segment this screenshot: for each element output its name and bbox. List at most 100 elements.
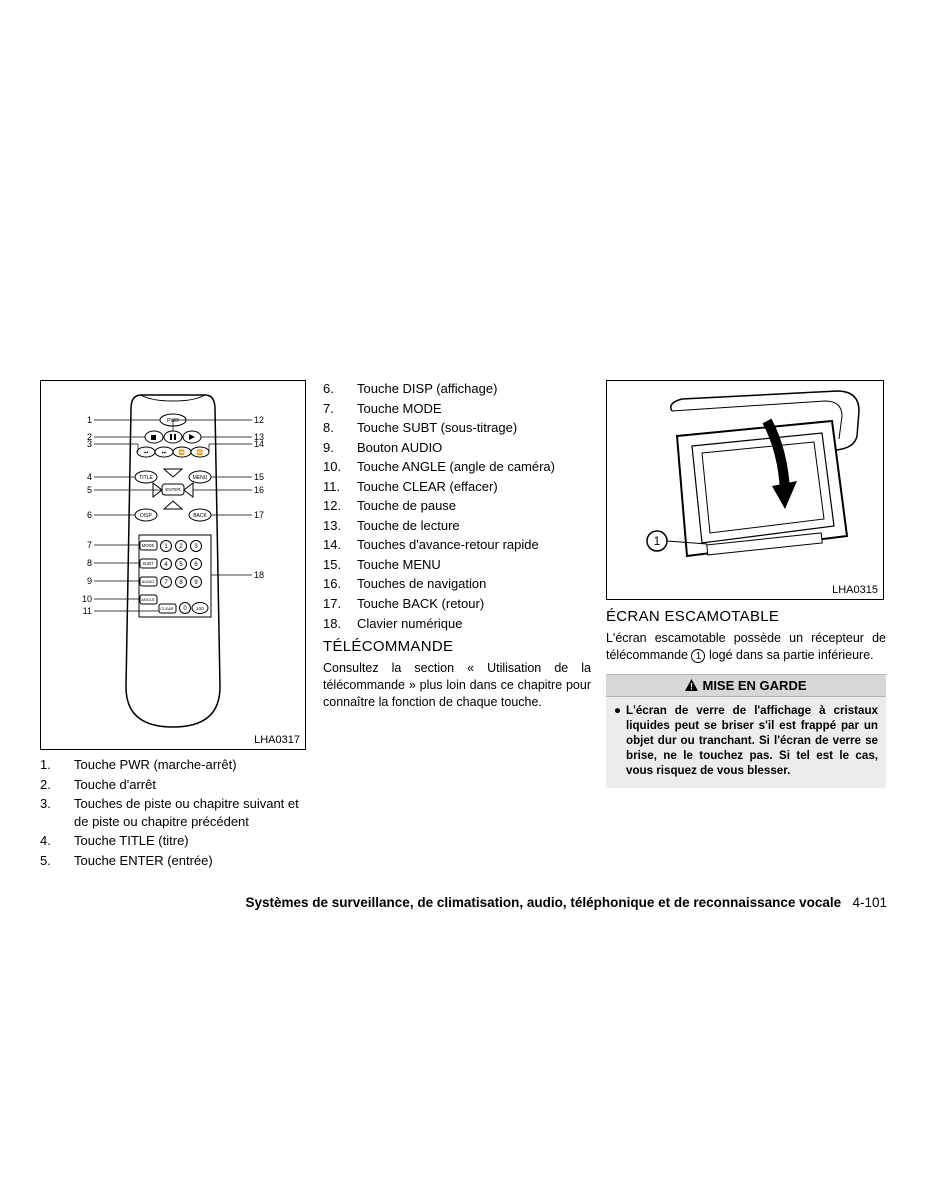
list-item: 14.Touches d'avance-retour rapide bbox=[323, 536, 591, 554]
list-text: Touche ANGLE (angle de caméra) bbox=[357, 458, 591, 476]
list-number: 6. bbox=[323, 380, 357, 398]
svg-text:1: 1 bbox=[87, 415, 92, 425]
list-number: 17. bbox=[323, 595, 357, 613]
svg-text:⏭: ⏭ bbox=[162, 450, 167, 456]
svg-text:SUBT: SUBT bbox=[142, 561, 154, 566]
list-number: 11. bbox=[323, 478, 357, 496]
list-item: 4.Touche TITLE (titre) bbox=[40, 832, 308, 850]
svg-text:⏩: ⏩ bbox=[197, 449, 203, 456]
page-footer: Systèmes de surveillance, de climatisati… bbox=[40, 895, 887, 910]
svg-text:0: 0 bbox=[183, 606, 187, 612]
circled-1-icon: 1 bbox=[691, 649, 705, 663]
svg-text:!: ! bbox=[690, 682, 693, 692]
list-item: 11.Touche CLEAR (effacer) bbox=[323, 478, 591, 496]
svg-text:16: 16 bbox=[254, 485, 264, 495]
list-text: Touches d'avance-retour rapide bbox=[357, 536, 591, 554]
list-number: 15. bbox=[323, 556, 357, 574]
list-item: 1.Touche PWR (marche-arrêt) bbox=[40, 756, 308, 774]
svg-text:2: 2 bbox=[179, 544, 183, 550]
list-item: 7.Touche MODE bbox=[323, 400, 591, 418]
list-item: 16.Touches de navigation bbox=[323, 575, 591, 593]
svg-text:5: 5 bbox=[179, 562, 183, 568]
svg-text:MODE: MODE bbox=[142, 543, 155, 548]
list-text: Touches de navigation bbox=[357, 575, 591, 593]
list-number: 7. bbox=[323, 400, 357, 418]
list-text: Touche d'arrêt bbox=[74, 776, 308, 794]
list-text: Touches de piste ou chapitre suivant et … bbox=[74, 795, 308, 830]
footer-section: Systèmes de surveillance, de climatisati… bbox=[245, 895, 841, 910]
svg-text:4: 4 bbox=[87, 472, 92, 482]
list-number: 14. bbox=[323, 536, 357, 554]
svg-text:DISP: DISP bbox=[140, 513, 152, 519]
list-text: Touche de pause bbox=[357, 497, 591, 515]
svg-text:⏪: ⏪ bbox=[179, 449, 185, 456]
svg-text:MENU: MENU bbox=[193, 475, 208, 481]
list-item: 9.Bouton AUDIO bbox=[323, 439, 591, 457]
list-item: 10.Touche ANGLE (angle de caméra) bbox=[323, 458, 591, 476]
figure-code-2: LHA0315 bbox=[832, 584, 878, 596]
list-text: Touche DISP (affichage) bbox=[357, 380, 591, 398]
svg-text:3: 3 bbox=[194, 544, 198, 550]
svg-text:3: 3 bbox=[87, 439, 92, 449]
svg-text:1: 1 bbox=[654, 534, 661, 548]
svg-text:≥10: ≥10 bbox=[196, 606, 204, 611]
svg-text:AUDIO: AUDIO bbox=[142, 579, 155, 584]
list-number: 1. bbox=[40, 756, 74, 774]
list-item: 3.Touches de piste ou chapitre suivant e… bbox=[40, 795, 308, 830]
list-number: 3. bbox=[40, 795, 74, 830]
svg-text:TITLE: TITLE bbox=[139, 475, 153, 481]
list-number: 4. bbox=[40, 832, 74, 850]
heading-ecran: ÉCRAN ESCAMOTABLE bbox=[606, 608, 886, 625]
svg-text:7: 7 bbox=[164, 580, 168, 586]
svg-text:4: 4 bbox=[164, 562, 168, 568]
svg-text:1: 1 bbox=[164, 544, 168, 550]
warning-icon: ! bbox=[685, 679, 698, 691]
svg-text:9: 9 bbox=[194, 580, 198, 586]
list-text: Touche TITLE (titre) bbox=[74, 832, 308, 850]
column-3: 1 LHA0315 ÉCRAN ESCAMOTABLE L'écran esca… bbox=[606, 380, 886, 871]
list-text: Touche MODE bbox=[357, 400, 591, 418]
footer-page: 4-101 bbox=[852, 895, 887, 910]
svg-text:8: 8 bbox=[87, 558, 92, 568]
para-ecran: L'écran escamotable possède un récepteur… bbox=[606, 630, 886, 664]
list-text: Touche BACK (retour) bbox=[357, 595, 591, 613]
list-item: 13.Touche de lecture bbox=[323, 517, 591, 535]
list-item: 15.Touche MENU bbox=[323, 556, 591, 574]
list-text: Touche ENTER (entrée) bbox=[74, 852, 308, 870]
svg-text:10: 10 bbox=[82, 594, 92, 604]
column-1: PWR ⏮ ⏭ ⏪ ⏩ bbox=[40, 380, 308, 871]
list-item: 17.Touche BACK (retour) bbox=[323, 595, 591, 613]
svg-text:6: 6 bbox=[87, 510, 92, 520]
figure-code-1: LHA0317 bbox=[254, 734, 300, 746]
heading-telecommande: TÉLÉCOMMANDE bbox=[323, 638, 591, 655]
list-text: Touche MENU bbox=[357, 556, 591, 574]
list-number: 16. bbox=[323, 575, 357, 593]
list-col2: 6.Touche DISP (affichage)7.Touche MODE8.… bbox=[323, 380, 591, 632]
svg-text:7: 7 bbox=[87, 540, 92, 550]
screen-diagram: 1 bbox=[607, 381, 883, 591]
bullet-icon: ● bbox=[614, 703, 626, 778]
list-number: 18. bbox=[323, 615, 357, 633]
warning-body: ● L'écran de verre de l'affichage à cris… bbox=[606, 697, 886, 788]
warning-header: ! MISE EN GARDE bbox=[606, 674, 886, 697]
list-number: 2. bbox=[40, 776, 74, 794]
list-text: Bouton AUDIO bbox=[357, 439, 591, 457]
svg-text:12: 12 bbox=[254, 415, 264, 425]
svg-text:17: 17 bbox=[254, 510, 264, 520]
list-text: Clavier numérique bbox=[357, 615, 591, 633]
list-number: 10. bbox=[323, 458, 357, 476]
remote-diagram: PWR ⏮ ⏭ ⏪ ⏩ bbox=[46, 387, 300, 737]
svg-text:15: 15 bbox=[254, 472, 264, 482]
column-2: 6.Touche DISP (affichage)7.Touche MODE8.… bbox=[323, 380, 591, 871]
list-text: Touche de lecture bbox=[357, 517, 591, 535]
figure-screen: 1 LHA0315 bbox=[606, 380, 884, 600]
svg-text:5: 5 bbox=[87, 485, 92, 495]
list-number: 9. bbox=[323, 439, 357, 457]
list-item: 2.Touche d'arrêt bbox=[40, 776, 308, 794]
list-item: 8.Touche SUBT (sous-titrage) bbox=[323, 419, 591, 437]
para-telecommande: Consultez la section « Utilisation de la… bbox=[323, 660, 591, 711]
svg-text:8: 8 bbox=[179, 580, 183, 586]
svg-text:CLEAR: CLEAR bbox=[160, 606, 173, 611]
svg-text:ANGLE: ANGLE bbox=[141, 597, 155, 602]
figure-remote: PWR ⏮ ⏭ ⏪ ⏩ bbox=[40, 380, 306, 750]
